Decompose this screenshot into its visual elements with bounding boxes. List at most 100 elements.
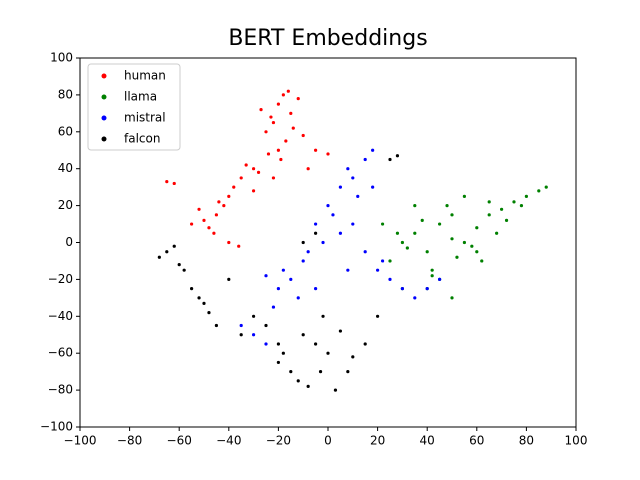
point xyxy=(495,231,499,235)
x-tick-label: 20 xyxy=(370,434,385,448)
series xyxy=(239,148,442,346)
point xyxy=(425,250,429,254)
point xyxy=(346,167,350,171)
point xyxy=(271,176,276,180)
y-tick-label: −80 xyxy=(48,383,73,397)
point xyxy=(480,259,484,263)
point xyxy=(172,244,176,248)
point xyxy=(413,231,417,235)
point xyxy=(321,240,325,245)
point xyxy=(450,213,454,217)
point xyxy=(157,255,161,259)
series xyxy=(157,154,400,392)
point xyxy=(388,259,392,263)
point xyxy=(333,388,338,392)
point xyxy=(425,287,429,291)
point xyxy=(289,370,293,374)
point xyxy=(388,157,392,162)
point xyxy=(227,240,231,245)
point xyxy=(500,207,504,211)
point xyxy=(356,194,360,198)
x-tick-label: −100 xyxy=(64,434,97,448)
point xyxy=(314,222,318,226)
point xyxy=(281,93,285,97)
point xyxy=(165,180,169,184)
point xyxy=(271,120,276,125)
point xyxy=(227,277,231,281)
point xyxy=(177,263,181,267)
y-tick-label: 20 xyxy=(58,198,73,212)
legend-marker xyxy=(101,94,107,100)
point xyxy=(380,222,385,226)
point xyxy=(413,296,417,300)
point xyxy=(271,305,276,309)
point xyxy=(296,296,300,300)
point xyxy=(256,170,261,174)
point xyxy=(430,268,434,272)
point xyxy=(338,185,342,189)
point xyxy=(519,204,524,208)
point xyxy=(296,379,300,383)
point xyxy=(239,176,243,180)
point xyxy=(462,240,466,245)
point xyxy=(252,314,256,318)
point xyxy=(289,111,293,115)
point xyxy=(301,133,305,138)
point xyxy=(217,200,221,204)
legend-marker xyxy=(101,115,107,121)
point xyxy=(363,250,367,254)
point xyxy=(276,342,280,346)
point xyxy=(239,333,243,337)
point xyxy=(338,231,342,235)
legend-marker xyxy=(101,73,107,79)
point xyxy=(289,277,293,281)
point xyxy=(264,130,268,134)
point xyxy=(351,176,355,180)
point xyxy=(338,329,342,333)
x-tick-label: −60 xyxy=(167,434,192,448)
point xyxy=(202,218,206,222)
point xyxy=(462,194,466,198)
x-tick-label: 80 xyxy=(519,434,534,448)
point xyxy=(202,301,206,305)
point xyxy=(351,222,355,226)
legend-label: falcon xyxy=(124,132,160,146)
point xyxy=(363,157,367,162)
point xyxy=(512,200,516,204)
point xyxy=(284,139,288,143)
point xyxy=(227,194,231,198)
y-tick-label: 40 xyxy=(58,161,73,175)
x-tick-label: −80 xyxy=(117,434,142,448)
point xyxy=(269,115,273,119)
y-tick-label: 80 xyxy=(58,87,73,101)
x-tick-label: 60 xyxy=(469,434,484,448)
point xyxy=(346,370,350,374)
point xyxy=(276,287,280,291)
series xyxy=(165,89,330,248)
point xyxy=(190,287,194,291)
y-tick-label: −40 xyxy=(48,309,73,323)
point xyxy=(244,163,248,167)
point xyxy=(400,287,404,291)
point xyxy=(326,204,330,208)
point xyxy=(279,157,283,162)
point xyxy=(232,185,236,189)
point xyxy=(318,370,323,374)
point xyxy=(314,287,318,291)
point xyxy=(326,351,330,355)
point xyxy=(326,152,330,156)
point xyxy=(487,200,491,204)
point xyxy=(276,102,280,106)
point xyxy=(281,268,285,272)
point xyxy=(172,181,176,186)
point xyxy=(395,154,400,158)
point xyxy=(197,207,201,211)
y-tick-label: 0 xyxy=(65,235,73,249)
y-tick-label: −100 xyxy=(40,420,73,434)
legend-box xyxy=(87,63,181,151)
point xyxy=(455,255,459,259)
point xyxy=(264,274,268,278)
point xyxy=(207,311,211,315)
legend-label: mistral xyxy=(124,111,166,125)
point xyxy=(524,194,529,198)
